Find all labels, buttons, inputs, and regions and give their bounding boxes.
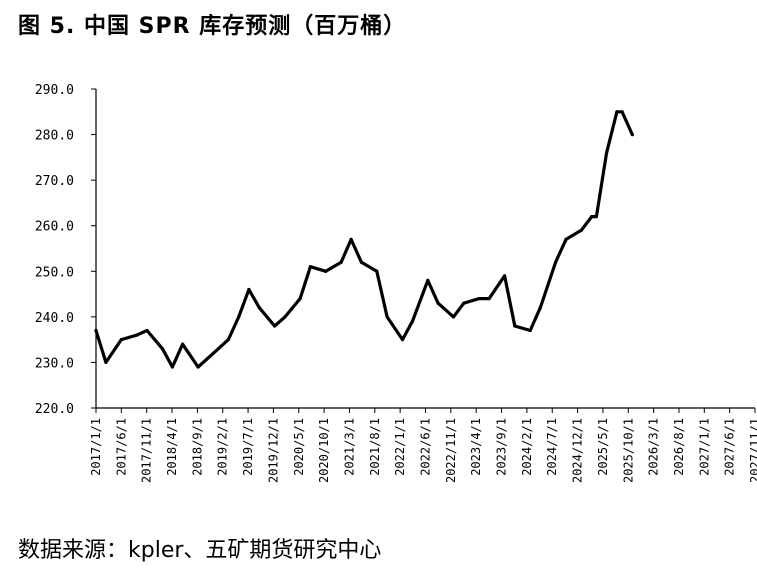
data-point [308,265,312,269]
y-tick-label: 270.0 [35,174,74,189]
data-point [170,365,174,369]
x-tick-label: 2027/6/1 [723,418,737,476]
data-point [247,287,251,292]
series-line [94,110,634,369]
x-tick-label: 2020/10/1 [317,418,331,483]
x-tick-label: 2023/4/1 [469,418,483,476]
data-point [513,324,517,328]
y-tick-label: 230.0 [35,356,74,371]
data-point [94,328,98,333]
y-tick-label: 250.0 [35,265,74,280]
y-tick-label: 260.0 [35,220,74,235]
data-point [324,269,328,273]
x-tick-label: 2026/8/1 [672,418,686,476]
data-point [257,306,261,310]
data-point [590,215,594,219]
x-tick-label: 2026/3/1 [647,418,661,476]
data-point [538,306,542,310]
x-axis: 2017/1/1 2017/6/1 2017/11/1 2018/4/1 2018/9/… [89,407,757,483]
data-point [385,315,389,319]
data-point [160,347,165,351]
data-point [503,274,507,278]
x-tick-label: 2022/11/1 [444,418,458,483]
data-point [594,215,599,219]
x-tick-label: 2018/4/1 [165,418,179,476]
data-point [564,237,568,241]
figure-title: 图 5. 中国 SPR 库存预测（百万桶） [18,14,407,39]
x-tick-label: 2020/5/1 [292,418,306,476]
data-point [104,360,108,364]
x-tick-label: 2021/8/1 [368,418,382,476]
data-point [615,110,619,114]
data-point [226,338,230,342]
data-point [359,260,363,264]
data-point [477,297,481,301]
data-point [410,319,414,323]
data-point [462,301,466,305]
y-tick-label: 290.0 [35,83,74,98]
data-point [135,333,139,337]
data-point [211,351,215,355]
data-point [554,260,558,264]
x-tick-label: 2019/7/1 [241,418,255,476]
data-point [426,278,430,282]
data-point [487,297,491,301]
x-tick-label: 2018/9/1 [190,418,204,476]
series-layer [94,110,634,369]
data-point [579,228,583,232]
x-tick-label: 2022/1/1 [393,418,407,476]
data-point [400,338,405,342]
data-point [298,297,302,301]
figure-source: 数据来源：kpler、五矿期货研究中心 [18,538,382,563]
x-tick-label: 2027/11/1 [748,418,757,483]
x-tick-label: 2019/12/1 [266,418,280,483]
x-tick-label: 2025/5/1 [596,418,610,476]
x-tick-label: 2024/2/1 [520,418,534,476]
data-point [119,338,123,342]
data-point [605,151,609,155]
data-point [349,237,353,241]
y-tick-label: 280.0 [35,129,74,144]
data-point [145,328,149,333]
data-point [283,315,287,319]
x-tick-label: 2024/7/1 [545,418,559,476]
data-point [451,315,456,319]
data-point [436,301,440,305]
x-tick-label: 2017/1/1 [89,418,103,476]
data-point [339,260,343,264]
data-point [630,133,634,137]
x-tick-label: 2024/12/1 [571,418,585,483]
x-tick-label: 2022/6/1 [419,418,433,476]
x-tick-label: 2023/9/1 [495,418,509,476]
x-tick-label: 2017/11/1 [140,418,154,483]
x-tick-label: 2019/2/1 [216,418,230,476]
data-point [375,269,379,273]
y-tick-label: 240.0 [35,311,74,326]
data-point [273,324,277,328]
x-tick-label: 2017/6/1 [114,418,128,476]
y-tick-label: 220.0 [35,402,74,417]
data-point [528,328,532,333]
x-tick-label: 2025/10/1 [621,418,635,483]
x-tick-label: 2021/3/1 [342,418,356,476]
data-point [181,342,185,346]
data-point [620,110,624,114]
data-point [237,315,241,319]
x-tick-label: 2027/1/1 [697,418,711,476]
data-point [196,365,200,369]
y-axis: 220.0 230.0 240.0 250.0 260.0 270.0 280.0 290.0 [35,83,97,417]
